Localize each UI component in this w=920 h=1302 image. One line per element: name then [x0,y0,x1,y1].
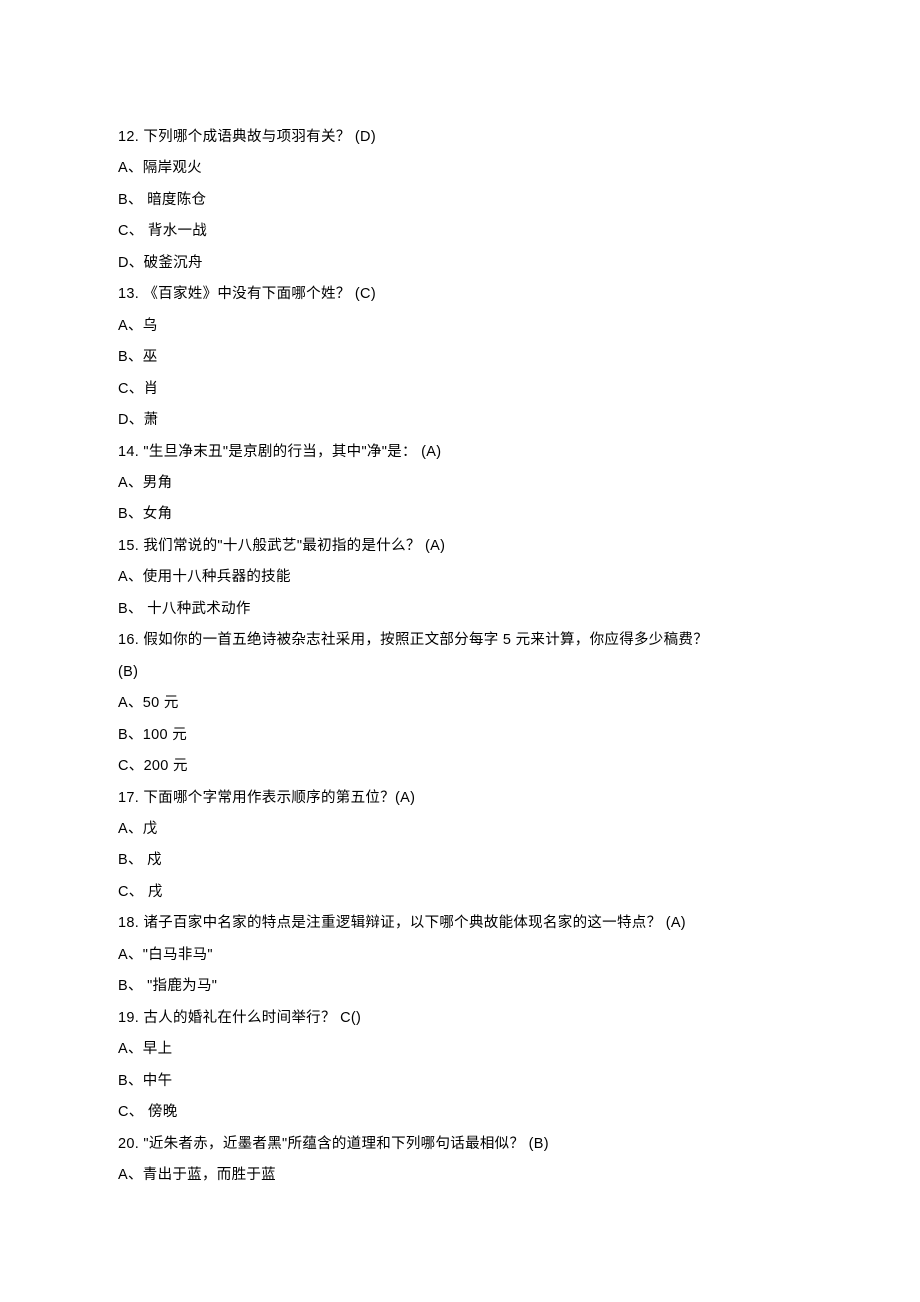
text-line: 15. 我们常说的"十八般武艺"最初指的是什么？ (A) [118,531,802,562]
text-line: C、200 元 [118,751,802,782]
text-line: A、乌 [118,311,802,342]
text-line: D、萧 [118,405,802,436]
text-line: (B) [118,657,802,688]
text-line: B、 戍 [118,845,802,876]
text-line: 19. 古人的婚礼在什么时间举行？ C() [118,1003,802,1034]
text-line: 13. 《百家姓》中没有下面哪个姓？ (C) [118,279,802,310]
text-line: A、早上 [118,1034,802,1065]
text-line: 16. 假如你的一首五绝诗被杂志社采用，按照正文部分每字 5 元来计算，你应得多… [118,625,802,656]
text-line: 12. 下列哪个成语典故与项羽有关？ (D) [118,122,802,153]
text-line: B、女角 [118,499,802,530]
text-line: A、使用十八种兵器的技能 [118,562,802,593]
text-line: A、隔岸观火 [118,153,802,184]
text-line: 17. 下面哪个字常用作表示顺序的第五位？(A) [118,783,802,814]
text-line: B、中午 [118,1066,802,1097]
text-line: A、50 元 [118,688,802,719]
text-line: B、 "指鹿为马" [118,971,802,1002]
text-line: A、青出于蓝，而胜于蓝 [118,1160,802,1191]
text-line: A、男角 [118,468,802,499]
text-line: C、 背水一战 [118,216,802,247]
text-line: B、 十八种武术动作 [118,594,802,625]
document-content: 12. 下列哪个成语典故与项羽有关？ (D)A、隔岸观火B、 暗度陈仓C、 背水… [118,122,802,1191]
text-line: 18. 诸子百家中名家的特点是注重逻辑辩证，以下哪个典故能体现名家的这一特点？ … [118,908,802,939]
text-line: A、"白马非马" [118,940,802,971]
text-line: B、100 元 [118,720,802,751]
text-line: B、巫 [118,342,802,373]
text-line: B、 暗度陈仓 [118,185,802,216]
text-line: 14. "生旦净末丑"是京剧的行当，其中"净"是： (A) [118,437,802,468]
text-line: 20. "近朱者赤，近墨者黑"所蕴含的道理和下列哪句话最相似？ (B) [118,1129,802,1160]
text-line: A、戊 [118,814,802,845]
text-line: C、 傍晚 [118,1097,802,1128]
text-line: D、破釜沉舟 [118,248,802,279]
text-line: C、 戌 [118,877,802,908]
text-line: C、肖 [118,374,802,405]
